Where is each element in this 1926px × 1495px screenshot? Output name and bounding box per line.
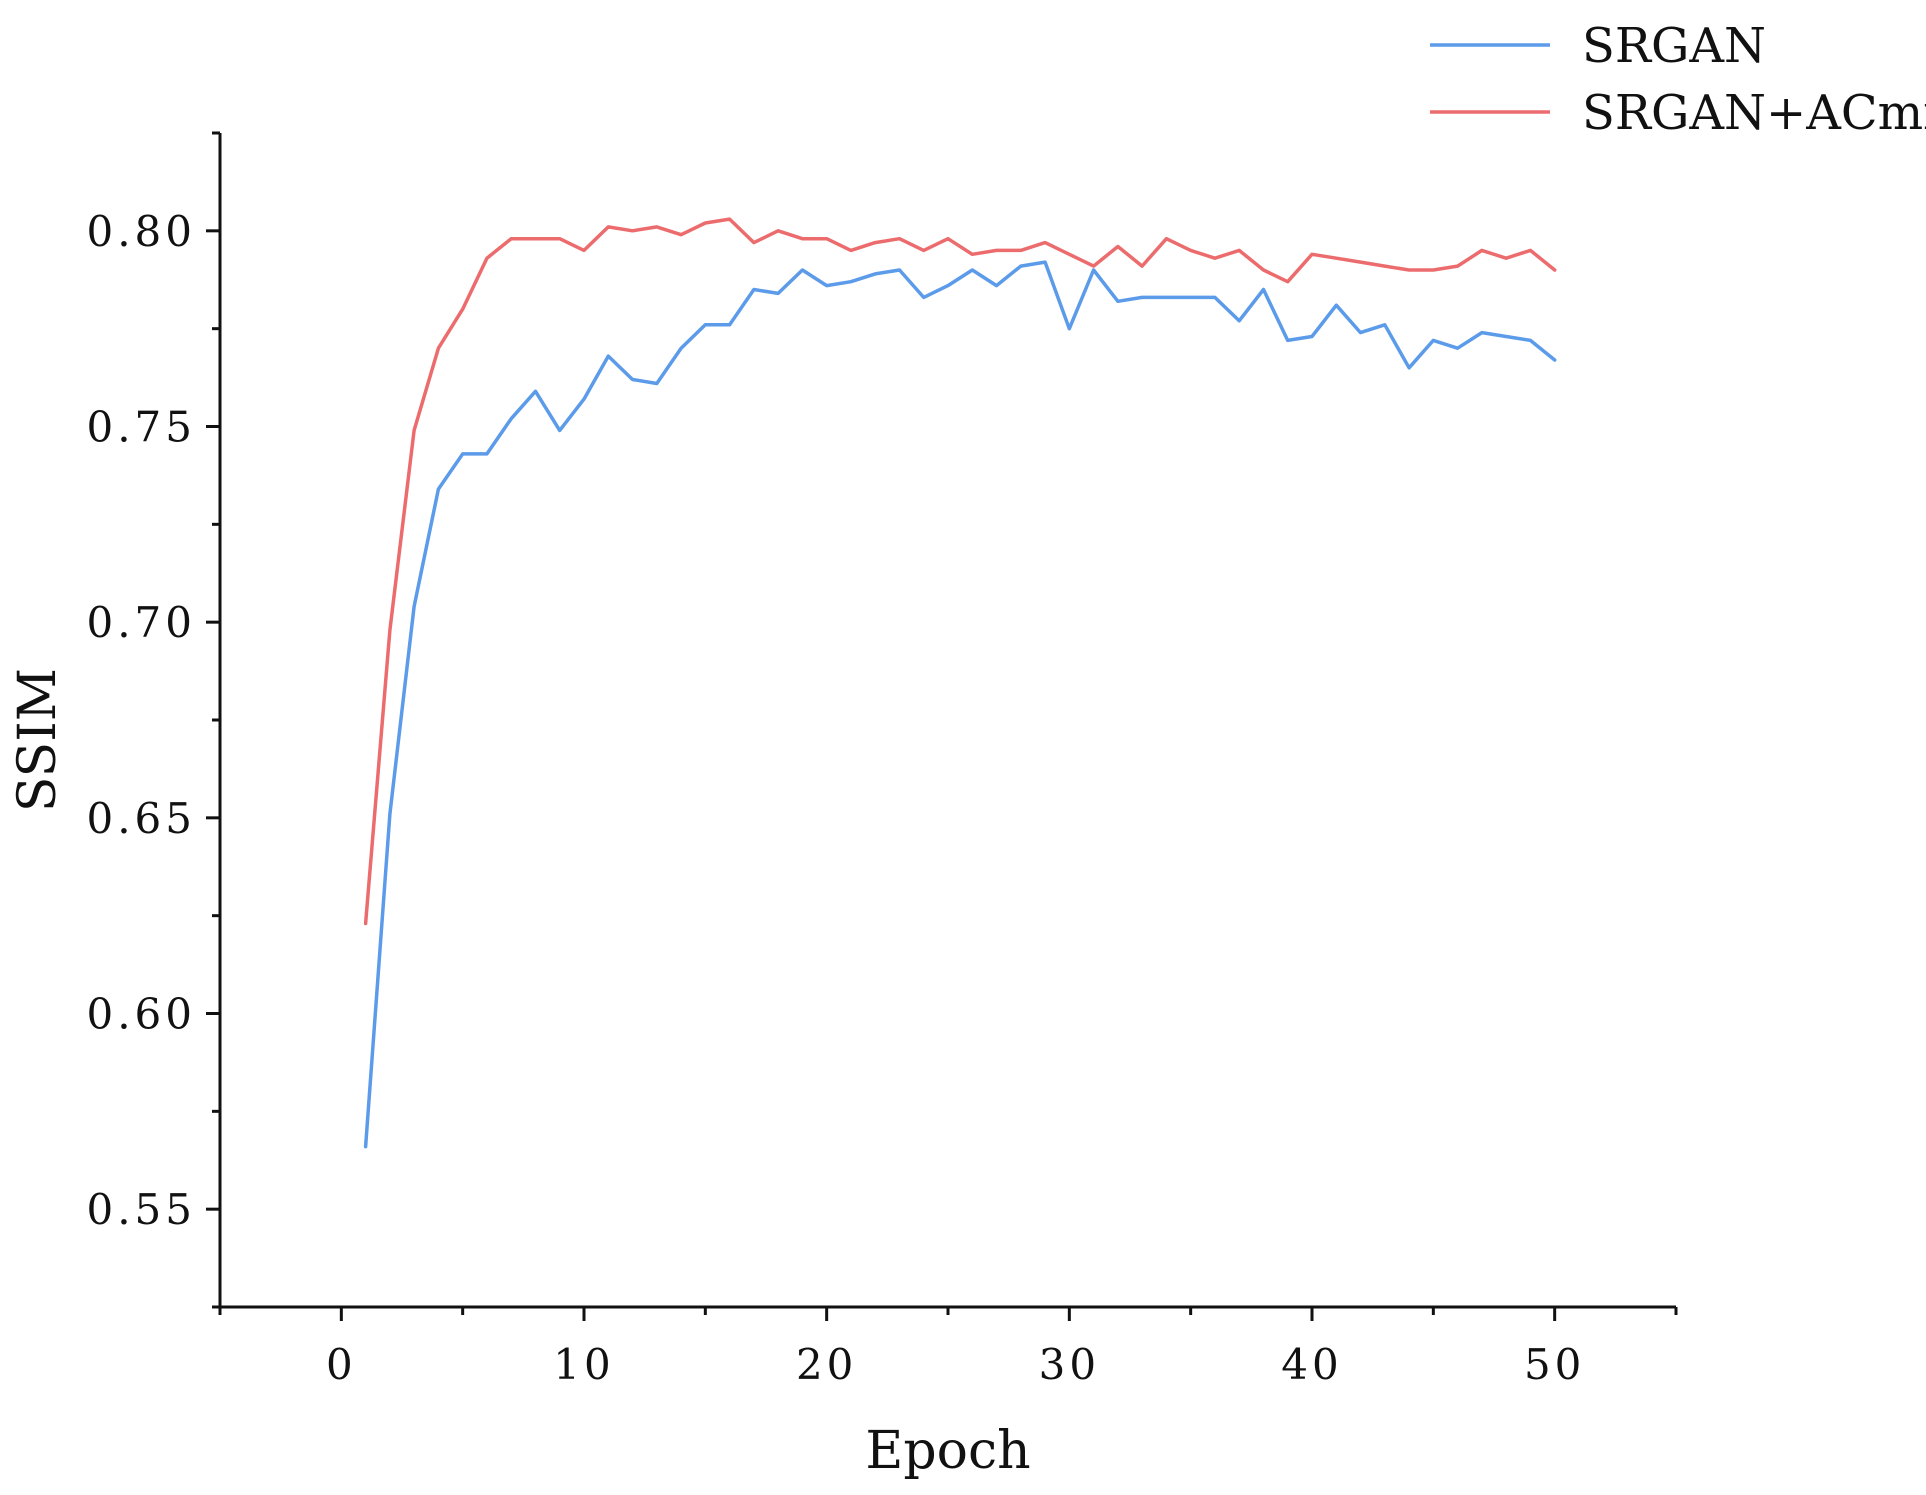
x-tick-label: 0: [326, 1340, 357, 1389]
x-tick-label: 10: [553, 1340, 614, 1389]
axes: 0.55 0.60 0.65 0.70 0.75 0.80 0 10 20 30 40 50: [86, 131, 1678, 1389]
series-line-srgan: [363, 260, 1557, 1149]
legend-label: SRGAN: [1582, 18, 1766, 74]
y-tick-label: 0.65: [86, 794, 196, 843]
y-tick-label: 0.55: [86, 1185, 196, 1234]
x-axis-label: Epoch: [865, 1421, 1030, 1481]
y-tick-label: 0.75: [86, 403, 196, 452]
x-tick-label: 20: [796, 1340, 857, 1389]
y-tick-label: 0.60: [86, 990, 196, 1039]
series-line-srgan-acmix: [363, 217, 1557, 926]
legend: SRGAN SRGAN+ACmix: [1430, 18, 1926, 141]
series-lines: [363, 217, 1557, 1149]
y-axis-ticks: 0.55 0.60 0.65 0.70 0.75 0.80: [86, 131, 220, 1309]
legend-label: SRGAN+ACmix: [1582, 85, 1926, 141]
x-axis-ticks: 0 10 20 30 40 50: [218, 1307, 1678, 1389]
y-tick-label: 0.80: [86, 207, 196, 256]
x-tick-label: 40: [1281, 1340, 1342, 1389]
x-tick-label: 30: [1039, 1340, 1100, 1389]
x-tick-label: 50: [1524, 1340, 1585, 1389]
y-axis-label: SSIM: [8, 668, 68, 812]
y-tick-label: 0.70: [86, 598, 196, 647]
